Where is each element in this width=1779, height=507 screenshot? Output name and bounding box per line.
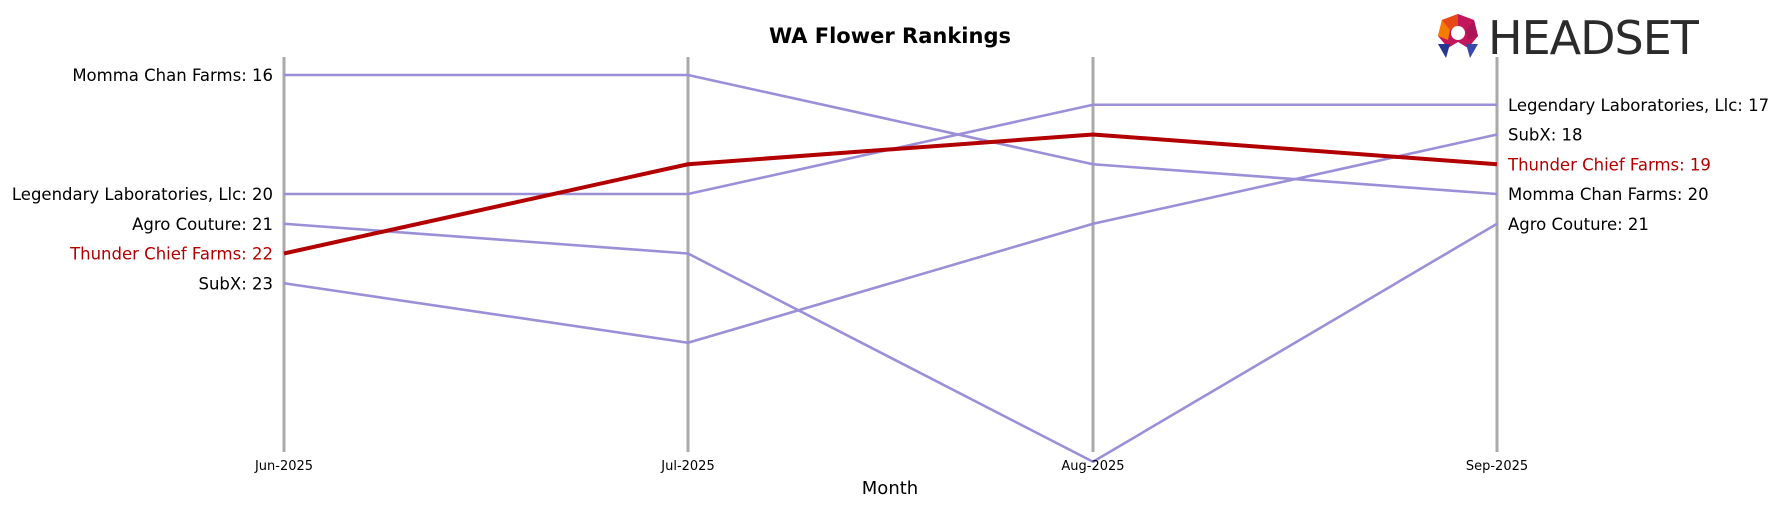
series-line-thunder-chief-farms bbox=[283, 132, 1498, 256]
x-tick-jul-2025: Jul-2025 bbox=[660, 459, 714, 474]
x-tick-aug-2025: Aug-2025 bbox=[1061, 459, 1124, 474]
x-tick-jun-2025: Jun-2025 bbox=[254, 459, 313, 474]
start-label-legendary-laboratories-llc: Legendary Laboratories, Llc: 20 bbox=[12, 185, 273, 204]
x-tick-labels: Jun-2025 Jul-2025 Aug-2025 Sep-2025 bbox=[254, 459, 1528, 474]
end-label-momma-chan-farms: Momma Chan Farms: 20 bbox=[1508, 185, 1709, 204]
x-tick-sep-2025: Sep-2025 bbox=[1466, 459, 1528, 474]
series-line-agro-couture bbox=[283, 222, 1498, 464]
start-label-subx: SubX: 23 bbox=[198, 274, 273, 293]
start-label-agro-couture: Agro Couture: 21 bbox=[132, 215, 273, 234]
start-labels: Momma Chan Farms: 16 Legendary Laboratori… bbox=[12, 66, 273, 293]
end-label-subx: SubX: 18 bbox=[1508, 126, 1583, 145]
headset-logo-mark-icon bbox=[1438, 14, 1478, 58]
end-label-agro-couture: Agro Couture: 21 bbox=[1508, 215, 1649, 234]
headset-logo: HEADSET bbox=[1438, 11, 1701, 65]
start-label-thunder-chief-farms: Thunder Chief Farms: 22 bbox=[69, 245, 273, 264]
series-lines bbox=[283, 73, 1498, 464]
end-labels: Momma Chan Farms: 20 Legendary Laboratori… bbox=[1507, 96, 1769, 234]
series-line-momma-chan-farms bbox=[284, 73, 1498, 196]
start-label-momma-chan-farms: Momma Chan Farms: 16 bbox=[72, 66, 273, 85]
end-label-legendary-laboratories-llc: Legendary Laboratories, Llc: 17 bbox=[1508, 96, 1769, 115]
series-line-subx bbox=[283, 133, 1498, 345]
x-axis-label: Month bbox=[862, 478, 918, 499]
end-label-thunder-chief-farms: Thunder Chief Farms: 19 bbox=[1507, 155, 1711, 174]
chart-title: WA Flower Rankings bbox=[769, 24, 1011, 48]
headset-logo-text: HEADSET bbox=[1488, 11, 1700, 65]
gridlines bbox=[282, 57, 1499, 452]
